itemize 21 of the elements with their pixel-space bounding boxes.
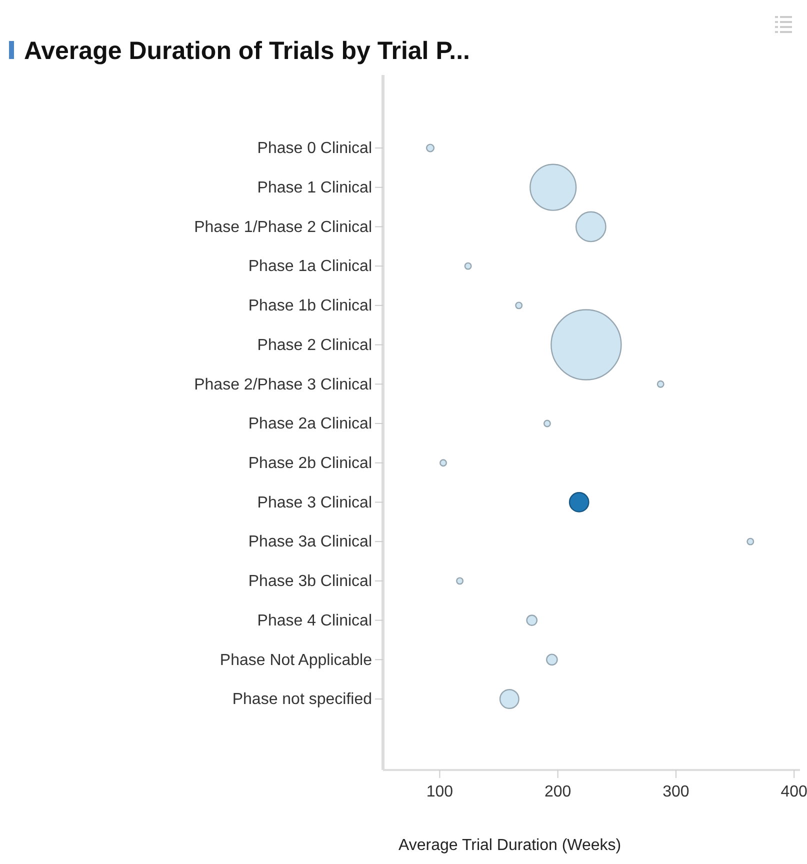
y-tick-label: Phase 3a Clinical [248, 534, 372, 551]
y-tick-label: Phase Not Applicable [220, 652, 372, 669]
x-tick-label: 300 [662, 784, 690, 801]
y-tick-label: Phase 1 Clinical [257, 179, 372, 196]
y-tick-label: Phase 2 Clinical [257, 336, 372, 354]
y-tick-label: Phase 1/Phase 2 Clinical [194, 218, 372, 236]
x-tick-label: 400 [780, 784, 807, 801]
y-tick-label: Phase 2a Clinical [248, 416, 372, 433]
x-tick-label: 200 [544, 784, 572, 801]
x-tick-label: 100 [426, 784, 454, 801]
y-tick-label: Phase 2/Phase 3 Clinical [194, 376, 372, 394]
y-tick-label: Phase 2b Clinical [248, 454, 372, 472]
y-tick-label: Phase not specified [232, 691, 372, 708]
y-tick-label: Phase 1a Clinical [248, 258, 372, 276]
chart-title: Average Duration of Trials by Trial P... [24, 37, 470, 65]
y-tick-label: Phase 3 Clinical [257, 494, 372, 512]
y-tick-label: Phase 0 Clinical [257, 140, 372, 158]
y-tick-label: Phase 4 Clinical [257, 612, 372, 630]
y-tick-label: Phase 1b Clinical [248, 298, 372, 315]
y-tick-label: Phase 3b Clinical [248, 573, 372, 590]
x-axis-title: Average Trial Duration (Weeks) [398, 837, 622, 854]
